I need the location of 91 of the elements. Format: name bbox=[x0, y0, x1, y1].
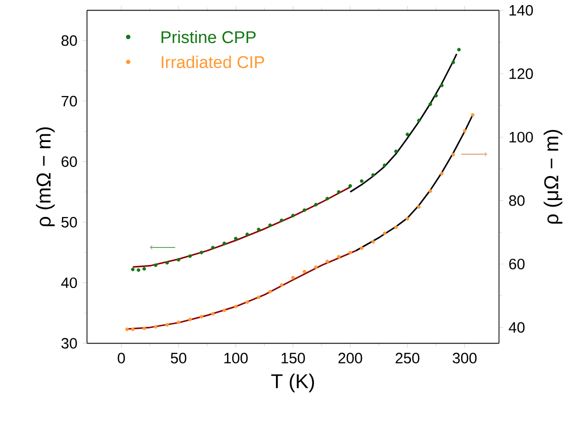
point bbox=[434, 94, 438, 98]
point bbox=[428, 189, 432, 193]
point bbox=[211, 246, 215, 250]
point bbox=[451, 152, 456, 156]
point bbox=[165, 260, 169, 264]
point bbox=[417, 204, 421, 209]
point bbox=[360, 246, 364, 250]
point bbox=[360, 179, 364, 183]
point bbox=[440, 83, 444, 88]
point bbox=[268, 290, 272, 294]
point bbox=[348, 184, 352, 188]
point bbox=[188, 318, 192, 322]
x-axis-title: T (K) bbox=[271, 373, 314, 392]
point bbox=[314, 202, 318, 206]
point bbox=[382, 231, 386, 235]
x-tick-label: 250 bbox=[396, 352, 420, 364]
y-axis-title: ρ (mΩ − m) bbox=[36, 127, 55, 226]
point bbox=[470, 113, 474, 117]
y-tick-label: 80 bbox=[62, 35, 77, 46]
x-tick-label: 200 bbox=[338, 352, 362, 364]
x-tick-label: 0 bbox=[118, 352, 125, 364]
point bbox=[256, 295, 260, 299]
legend-label: Irradiated CIP bbox=[162, 56, 264, 68]
point bbox=[336, 254, 341, 258]
point bbox=[326, 260, 330, 264]
y-tick-label: 60 bbox=[62, 156, 77, 167]
point bbox=[280, 218, 284, 222]
point bbox=[406, 132, 410, 136]
point bbox=[136, 268, 140, 272]
point bbox=[371, 240, 375, 244]
y2-axis-title: ρ (μΩ − m) bbox=[544, 130, 562, 224]
legend-label: Pristine CPP bbox=[162, 30, 256, 44]
y-tick-label: 40 bbox=[61, 277, 77, 288]
line-series bbox=[349, 53, 458, 193]
point bbox=[176, 258, 180, 262]
y2-tick-label: 40 bbox=[508, 322, 525, 333]
point bbox=[245, 300, 250, 304]
line-series bbox=[355, 114, 474, 252]
point bbox=[326, 196, 330, 200]
point bbox=[314, 265, 318, 269]
point bbox=[348, 250, 352, 254]
point bbox=[234, 236, 238, 240]
point bbox=[371, 173, 375, 177]
y-tick-label: 50 bbox=[61, 216, 77, 228]
point bbox=[222, 241, 226, 246]
point bbox=[302, 270, 306, 274]
point bbox=[188, 254, 192, 258]
point bbox=[440, 172, 444, 176]
point bbox=[336, 190, 341, 194]
point bbox=[211, 312, 215, 316]
x-tick-label: 50 bbox=[170, 352, 186, 364]
point bbox=[417, 118, 421, 122]
point bbox=[200, 250, 204, 254]
point bbox=[406, 216, 410, 220]
point bbox=[268, 223, 272, 227]
point bbox=[165, 322, 169, 327]
y2-tick-label: 60 bbox=[509, 258, 525, 270]
point bbox=[222, 308, 226, 312]
point bbox=[154, 324, 158, 328]
point bbox=[394, 225, 398, 229]
point bbox=[428, 102, 432, 106]
y2-tick-label: 80 bbox=[509, 195, 525, 206]
y-tick-label: 30 bbox=[61, 338, 77, 348]
point bbox=[457, 48, 461, 52]
y2-tick-label: 140 bbox=[510, 4, 533, 16]
point bbox=[280, 283, 284, 287]
point bbox=[382, 163, 386, 167]
point bbox=[154, 263, 158, 267]
point bbox=[130, 327, 135, 332]
line-series bbox=[126, 250, 357, 330]
point bbox=[142, 266, 146, 270]
point bbox=[130, 267, 135, 272]
y2-tick-label: 120 bbox=[510, 68, 533, 79]
x-tick-label: 150 bbox=[282, 352, 305, 364]
point bbox=[462, 128, 466, 132]
point bbox=[125, 327, 129, 332]
x-tick-label: 100 bbox=[224, 352, 248, 364]
y-tick-label: 70 bbox=[62, 96, 77, 106]
point bbox=[291, 276, 295, 280]
point bbox=[176, 320, 180, 324]
point bbox=[302, 208, 306, 212]
point bbox=[451, 60, 456, 64]
x-tick-label: 300 bbox=[452, 352, 477, 364]
point bbox=[200, 314, 204, 318]
point bbox=[256, 228, 260, 232]
point bbox=[245, 232, 250, 236]
point bbox=[234, 304, 238, 308]
point bbox=[142, 326, 146, 330]
point bbox=[291, 214, 295, 218]
point bbox=[394, 149, 398, 154]
y2-tick-label: 100 bbox=[510, 132, 533, 142]
